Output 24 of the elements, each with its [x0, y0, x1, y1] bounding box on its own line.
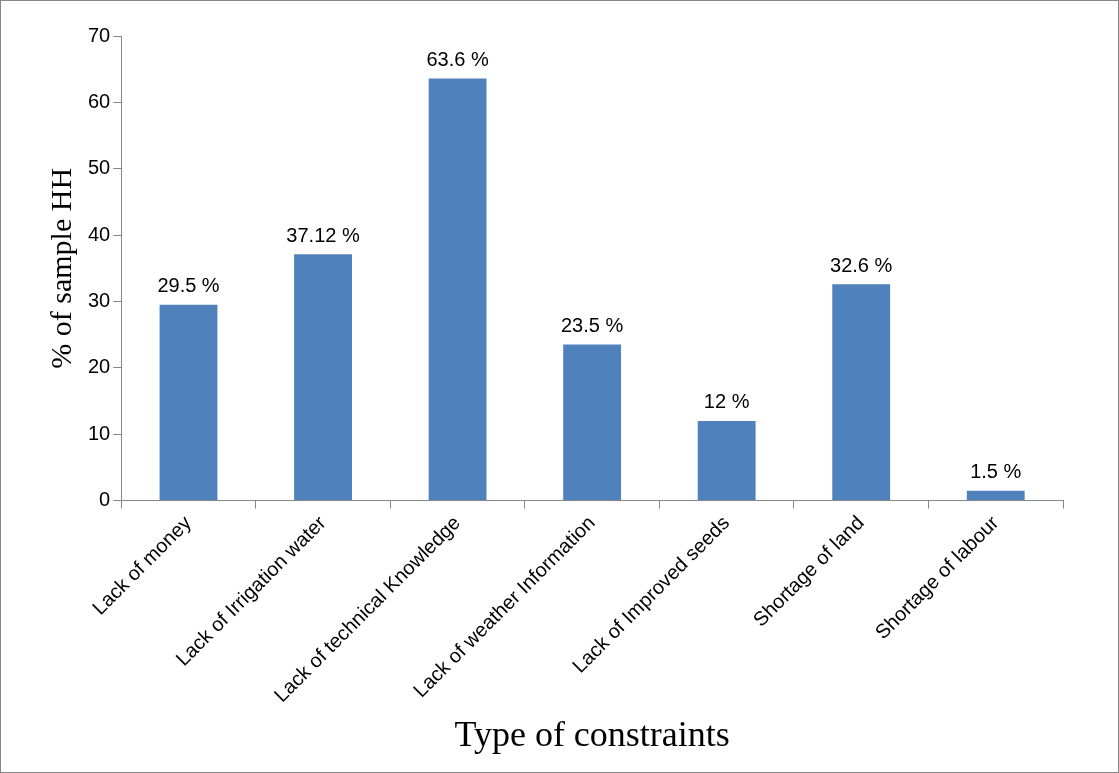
y-tick-label: 0	[99, 488, 111, 511]
y-tick-label: 10	[88, 421, 111, 444]
data-label: 12 %	[703, 390, 750, 413]
data-label: 23.5 %	[560, 314, 624, 337]
y-tick-label: 60	[88, 89, 111, 112]
y-tick-label: 30	[88, 288, 111, 311]
bar	[428, 78, 487, 501]
y-tick-label: 70	[88, 23, 111, 46]
y-tick-label: 40	[88, 222, 111, 245]
bar	[697, 420, 756, 501]
data-label: 32.6 %	[830, 253, 893, 276]
data-label: 1.5 %	[970, 460, 1022, 483]
y-axis-title: % of sample HH	[43, 167, 77, 369]
x-axis-title: Type of constraints	[454, 713, 730, 754]
data-label: 29.5 %	[157, 274, 220, 297]
bar	[563, 344, 622, 501]
bar	[832, 284, 891, 501]
bar	[159, 304, 218, 501]
bar	[966, 490, 1025, 501]
data-label: 63.6 %	[426, 47, 489, 70]
data-label: 37.12 %	[286, 223, 360, 246]
y-tick-label: 20	[88, 355, 111, 378]
bar	[294, 254, 352, 501]
y-tick-label: 50	[88, 156, 111, 179]
